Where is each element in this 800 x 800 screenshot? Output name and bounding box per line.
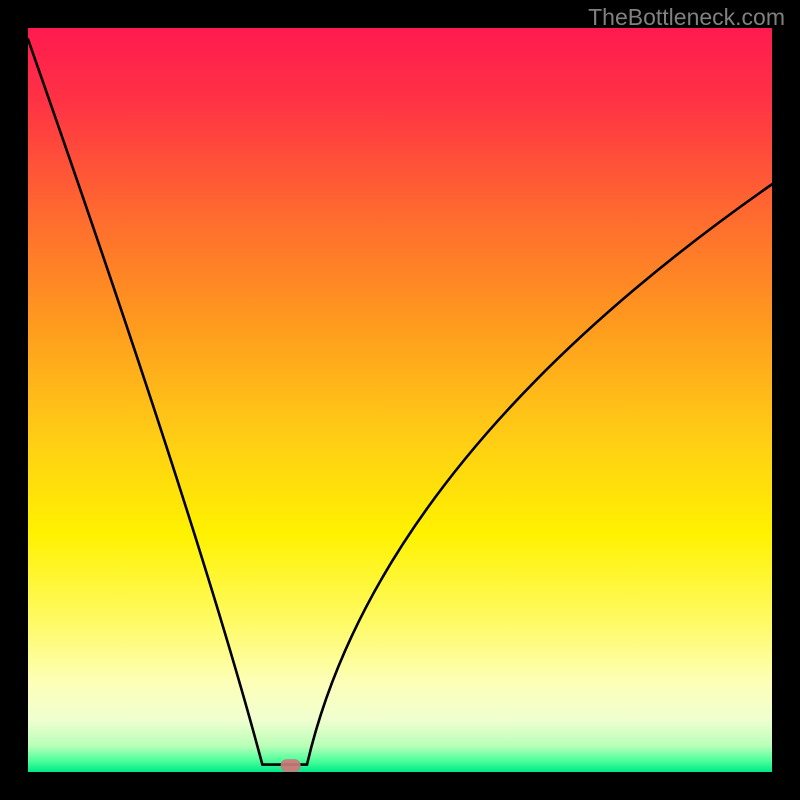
plot-background xyxy=(28,28,772,772)
chart-frame: TheBottleneck.com xyxy=(0,0,800,800)
watermark-text: TheBottleneck.com xyxy=(588,4,785,31)
bottleneck-chart xyxy=(28,28,772,772)
optimal-marker xyxy=(281,759,301,772)
